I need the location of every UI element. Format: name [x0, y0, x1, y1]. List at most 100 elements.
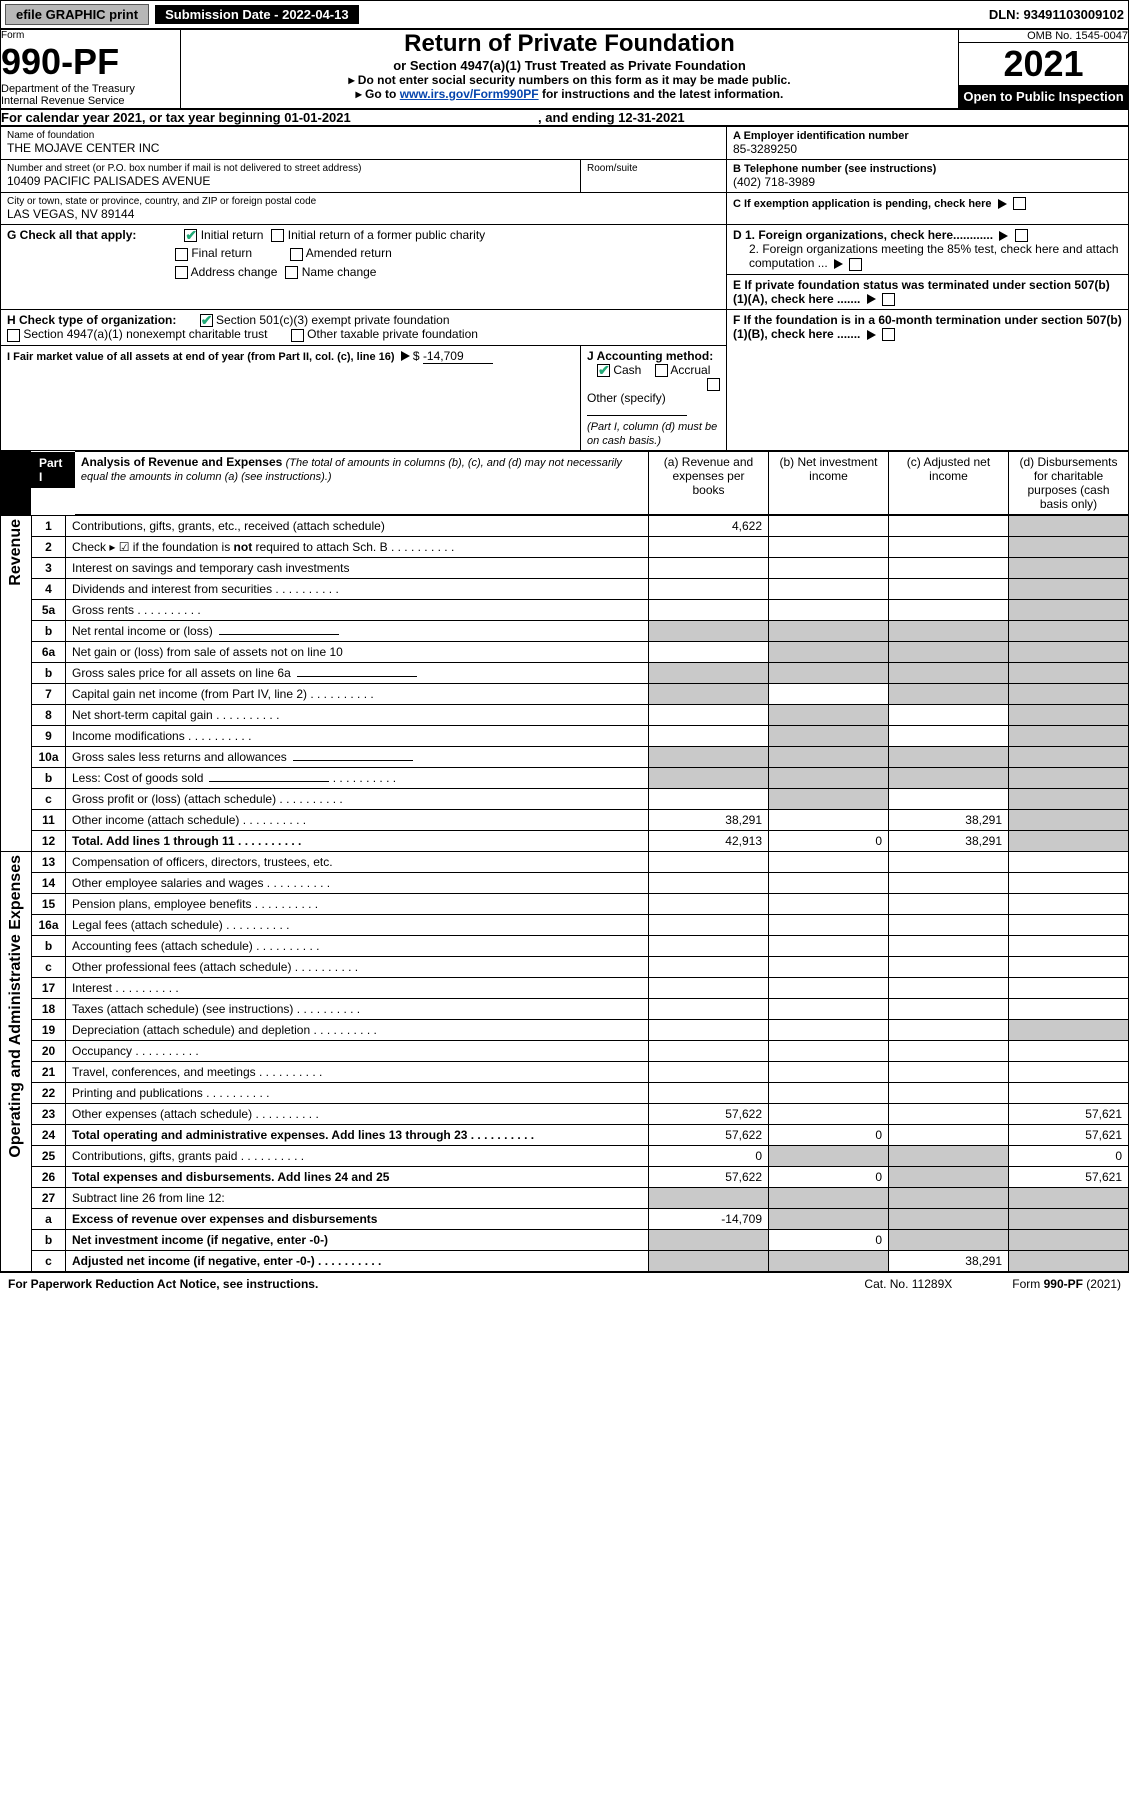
amount-cell: [1009, 873, 1129, 894]
line-desc: Taxes (attach schedule) (see instruction…: [66, 999, 649, 1020]
amount-cell: [649, 747, 769, 768]
g-final-cb[interactable]: [175, 248, 188, 261]
amount-cell: [889, 1062, 1009, 1083]
line-desc: Contributions, gifts, grants, etc., rece…: [66, 516, 649, 537]
footer-form: Form 990-PF (2021): [1012, 1277, 1121, 1291]
amount-cell: [769, 852, 889, 873]
line-desc: Interest: [66, 978, 649, 999]
efile-print-btn[interactable]: efile GRAPHIC print: [5, 4, 149, 25]
amount-cell: [889, 642, 1009, 663]
table-row: bGross sales price for all assets on lin…: [1, 663, 1129, 684]
form-word: Form: [1, 30, 180, 41]
j-cash-cb[interactable]: [597, 364, 610, 377]
g-initial-former-cb[interactable]: [271, 229, 284, 242]
amount-cell: [649, 621, 769, 642]
amount-cell: [769, 537, 889, 558]
form990pf-link[interactable]: www.irs.gov/Form990PF: [400, 87, 539, 101]
line-number: 19: [32, 1020, 66, 1041]
amount-cell: [1009, 579, 1129, 600]
h-4947-cb[interactable]: [7, 329, 20, 342]
amount-cell: [769, 747, 889, 768]
amount-cell: [889, 621, 1009, 642]
table-row: Revenue1Contributions, gifts, grants, et…: [1, 516, 1129, 537]
amount-cell: [649, 684, 769, 705]
arrow-icon: [401, 351, 410, 361]
amount-cell: [769, 642, 889, 663]
line-number: c: [32, 1251, 66, 1272]
ein-label: A Employer identification number: [733, 130, 1122, 142]
line-number: 16a: [32, 915, 66, 936]
name-label: Name of foundation: [7, 130, 720, 141]
h-label: H Check type of organization:: [7, 313, 176, 327]
table-row: 18Taxes (attach schedule) (see instructi…: [1, 999, 1129, 1020]
dln: DLN: 93491103009102: [989, 7, 1124, 22]
open-public: Open to Public Inspection: [959, 85, 1128, 108]
amount-cell: 38,291: [889, 1251, 1009, 1272]
amount-cell: [889, 999, 1009, 1020]
amount-cell: [769, 999, 889, 1020]
line-desc: Gross rents: [66, 600, 649, 621]
amount-cell: [889, 705, 1009, 726]
page-footer: For Paperwork Reduction Act Notice, see …: [0, 1272, 1129, 1295]
arrow-icon: [998, 199, 1007, 209]
table-row: cOther professional fees (attach schedul…: [1, 957, 1129, 978]
g-amended-cb[interactable]: [290, 248, 303, 261]
c-checkbox[interactable]: [1013, 197, 1026, 210]
instr-ssn: ▸ Do not enter social security numbers o…: [181, 73, 958, 87]
g-name-cb[interactable]: [285, 266, 298, 279]
amount-cell: [1009, 768, 1129, 789]
amount-cell: [769, 957, 889, 978]
line-desc: Net rental income or (loss): [66, 621, 649, 642]
line-number: 27: [32, 1188, 66, 1209]
line-desc: Less: Cost of goods sold: [66, 768, 649, 789]
amount-cell: [649, 1083, 769, 1104]
h-501c3-cb[interactable]: [200, 314, 213, 327]
g-initial-return-cb[interactable]: [184, 229, 197, 242]
amount-cell: [889, 1083, 1009, 1104]
addr-label: Number and street (or P.O. box number if…: [7, 163, 574, 174]
amount-cell: [769, 1188, 889, 1209]
line-desc: Total expenses and disbursements. Add li…: [66, 1167, 649, 1188]
line-desc: Gross sales price for all assets on line…: [66, 663, 649, 684]
line-number: 10a: [32, 747, 66, 768]
h-other-cb[interactable]: [291, 329, 304, 342]
amount-cell: [769, 810, 889, 831]
city-value: LAS VEGAS, NV 89144: [7, 207, 720, 221]
d1-checkbox[interactable]: [1015, 229, 1028, 242]
amount-cell: [769, 621, 889, 642]
d2-checkbox[interactable]: [849, 258, 862, 271]
line-number: 21: [32, 1062, 66, 1083]
amount-cell: [769, 978, 889, 999]
amount-cell: [649, 915, 769, 936]
amount-cell: [649, 1251, 769, 1272]
arrow-icon: [867, 330, 876, 340]
amount-cell: [769, 558, 889, 579]
line-desc: Other professional fees (attach schedule…: [66, 957, 649, 978]
amount-cell: [649, 936, 769, 957]
amount-cell: [769, 915, 889, 936]
line-number: c: [32, 789, 66, 810]
j-accrual: Accrual: [670, 363, 710, 377]
form-header: Form 990-PF Department of the Treasury I…: [0, 29, 1129, 109]
amount-cell: [769, 516, 889, 537]
amount-cell: [1009, 705, 1129, 726]
j-accrual-cb[interactable]: [655, 364, 668, 377]
amount-cell: [649, 999, 769, 1020]
g-address-cb[interactable]: [175, 266, 188, 279]
amount-cell: [1009, 936, 1129, 957]
line-desc: Interest on savings and temporary cash i…: [66, 558, 649, 579]
amount-cell: [889, 663, 1009, 684]
j-other-cb[interactable]: [707, 378, 720, 391]
amount-cell: 0: [769, 1167, 889, 1188]
e-checkbox[interactable]: [882, 293, 895, 306]
amount-cell: [889, 684, 1009, 705]
col-a-hdr: (a) Revenue and expenses per books: [649, 452, 769, 515]
amount-cell: [889, 1041, 1009, 1062]
f-checkbox[interactable]: [882, 328, 895, 341]
amount-cell: 57,621: [1009, 1125, 1129, 1146]
cal-begin: 01-01-2021: [284, 110, 351, 125]
amount-cell: 57,621: [1009, 1167, 1129, 1188]
instr-pre: ▸ Go to: [356, 87, 400, 101]
line-desc: Pension plans, employee benefits: [66, 894, 649, 915]
line-number: 11: [32, 810, 66, 831]
